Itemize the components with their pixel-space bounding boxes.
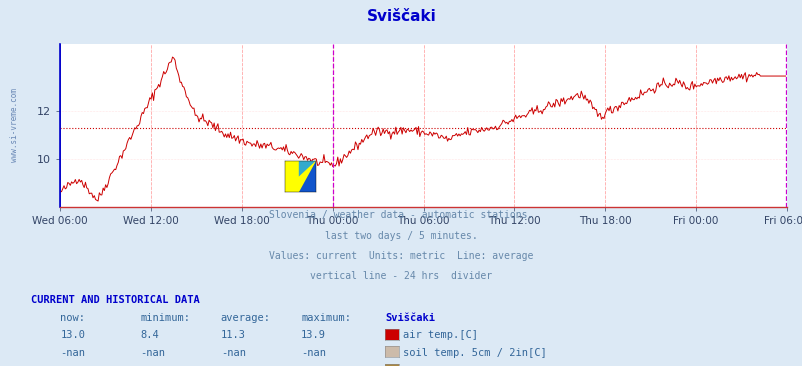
Polygon shape xyxy=(298,161,315,177)
Text: maximum:: maximum: xyxy=(301,313,350,323)
Text: -nan: -nan xyxy=(221,348,245,358)
Text: Sviščaki: Sviščaki xyxy=(367,9,435,24)
Text: CURRENT AND HISTORICAL DATA: CURRENT AND HISTORICAL DATA xyxy=(30,295,199,305)
Text: minimum:: minimum: xyxy=(140,313,190,323)
Text: air temp.[C]: air temp.[C] xyxy=(403,330,477,340)
Text: average:: average: xyxy=(221,313,270,323)
Text: 11.3: 11.3 xyxy=(221,330,245,340)
Text: Values: current  Units: metric  Line: average: Values: current Units: metric Line: aver… xyxy=(269,251,533,261)
Text: now:: now: xyxy=(60,313,85,323)
Text: vertical line - 24 hrs  divider: vertical line - 24 hrs divider xyxy=(310,271,492,281)
Text: www.si-vreme.com: www.si-vreme.com xyxy=(10,88,19,163)
Text: Slovenia / weather data - automatic stations.: Slovenia / weather data - automatic stat… xyxy=(269,210,533,220)
Polygon shape xyxy=(298,161,315,192)
Text: soil temp. 5cm / 2in[C]: soil temp. 5cm / 2in[C] xyxy=(403,348,546,358)
Text: Sviščaki: Sviščaki xyxy=(385,313,435,323)
Text: 13.0: 13.0 xyxy=(60,330,85,340)
Text: 13.9: 13.9 xyxy=(301,330,326,340)
Text: last two days / 5 minutes.: last two days / 5 minutes. xyxy=(325,231,477,240)
Text: 8.4: 8.4 xyxy=(140,330,159,340)
Text: -nan: -nan xyxy=(301,348,326,358)
Text: -nan: -nan xyxy=(140,348,165,358)
Text: -nan: -nan xyxy=(60,348,85,358)
